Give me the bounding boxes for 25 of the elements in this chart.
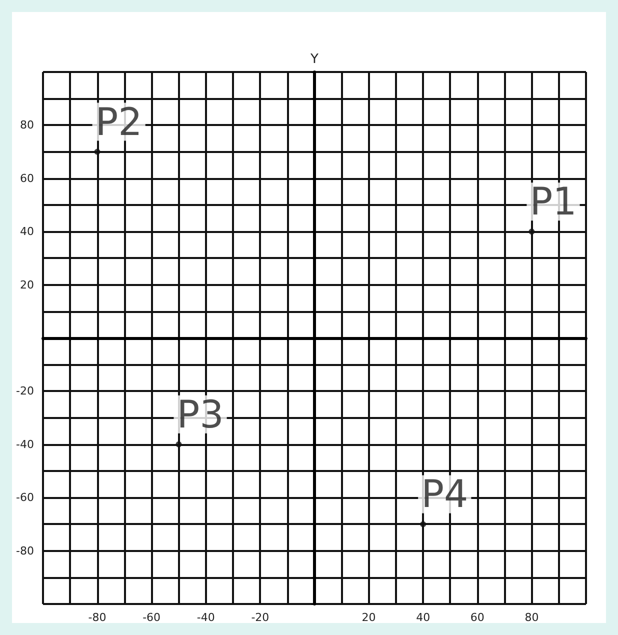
- data-label: P1: [530, 180, 577, 224]
- point: [420, 521, 426, 528]
- y-tick-label: -60: [16, 491, 34, 504]
- data-label: P3: [176, 392, 224, 436]
- point: [528, 228, 535, 235]
- data-label: P4: [421, 472, 468, 516]
- y-axis-title: Y: [310, 52, 319, 67]
- y-tick-label: 20: [20, 278, 34, 292]
- point: [176, 441, 182, 448]
- x-tick-label: 40: [416, 611, 430, 624]
- data-label: P2: [95, 100, 142, 144]
- x-tick-label: -60: [142, 611, 161, 624]
- x-tick-label: -20: [251, 611, 270, 624]
- y-tick-label: -80: [16, 544, 34, 558]
- y-tick-label: 40: [20, 225, 34, 238]
- y-tick-label: 80: [20, 118, 34, 132]
- x-tick-label: -40: [196, 611, 215, 624]
- x-tick-label: 60: [470, 611, 484, 624]
- y-tick-label: -20: [16, 384, 34, 398]
- x-tick-label: 80: [524, 611, 539, 624]
- x-tick-label: -80: [88, 611, 106, 624]
- point: [94, 148, 100, 155]
- y-tick-label: 60: [20, 172, 34, 185]
- y-tick-label: -40: [16, 438, 34, 451]
- x-tick-label: 20: [362, 611, 376, 624]
